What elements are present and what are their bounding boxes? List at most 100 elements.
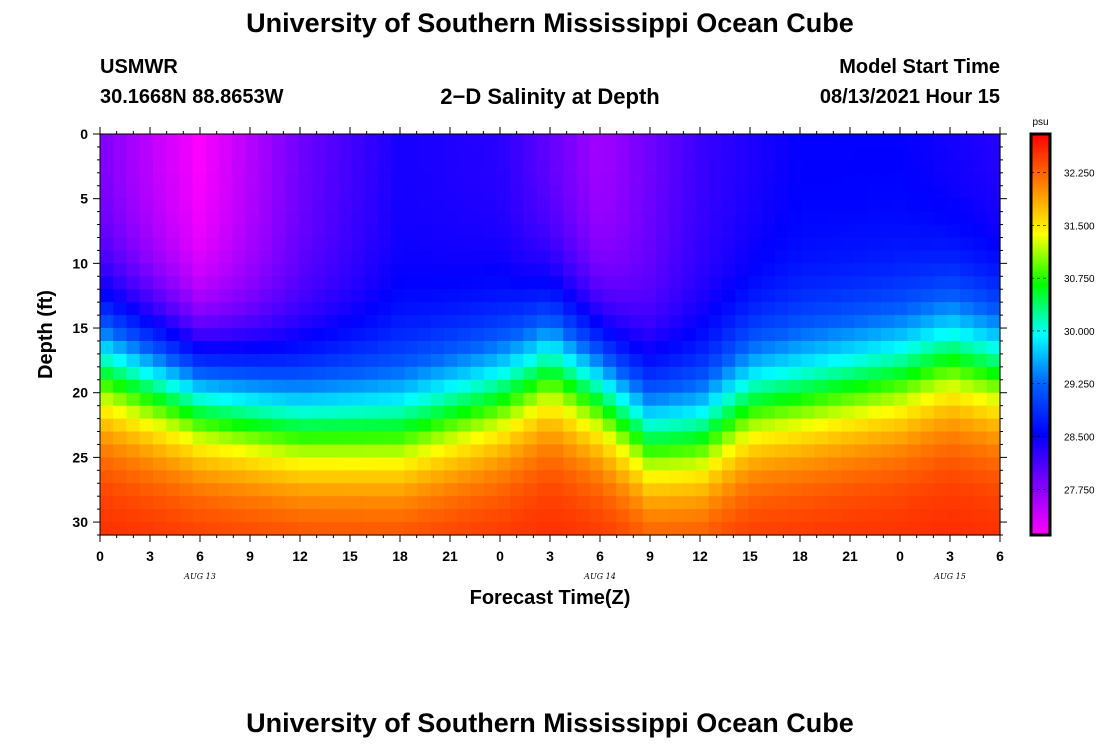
heatmap-cell <box>550 392 564 407</box>
heatmap-cell <box>205 250 220 264</box>
heatmap-cell <box>682 263 697 277</box>
heatmap-cell <box>457 496 472 510</box>
heatmap-cell <box>311 418 326 433</box>
heatmap-cell <box>748 134 763 148</box>
heatmap-cell <box>179 263 194 277</box>
heatmap-cell <box>669 379 683 394</box>
heatmap-cell <box>907 224 922 239</box>
heatmap-cell <box>457 431 472 446</box>
heatmap-cell <box>722 483 736 497</box>
heatmap-cell <box>444 418 458 433</box>
heatmap-cell <box>867 146 882 161</box>
heatmap-cell <box>219 470 233 484</box>
heatmap-cell <box>166 146 181 161</box>
heatmap-cell <box>536 457 551 471</box>
heatmap-cell <box>325 483 339 497</box>
heatmap-cell <box>775 496 789 510</box>
heatmap-cell <box>444 134 458 148</box>
heatmap-cell <box>576 134 591 148</box>
heatmap-cell <box>775 418 789 433</box>
heatmap-cell <box>523 496 538 510</box>
heatmap-cell <box>126 483 141 497</box>
heatmap-cell <box>192 379 207 394</box>
heatmap-cell <box>801 418 816 433</box>
heatmap-cell <box>550 237 564 252</box>
heatmap-cell <box>364 340 379 355</box>
heatmap-cell <box>166 211 181 226</box>
heatmap-cell <box>854 418 869 433</box>
heatmap-cell <box>735 263 750 277</box>
heatmap-cell <box>245 418 260 433</box>
heatmap-cell <box>801 509 816 523</box>
heatmap-cell <box>550 366 564 381</box>
heatmap-cell <box>748 315 763 329</box>
heatmap-cell <box>523 444 538 458</box>
heatmap-cell <box>298 457 313 471</box>
heatmap-cell <box>854 134 869 148</box>
x-tick-label: 15 <box>342 548 358 564</box>
heatmap-cell <box>748 302 763 316</box>
heatmap-cell <box>814 159 829 174</box>
heatmap-cell <box>192 431 207 446</box>
heatmap-cell <box>325 172 339 187</box>
heatmap-cell <box>497 172 511 187</box>
heatmap-cell <box>457 146 472 161</box>
heatmap-cell <box>841 211 856 226</box>
heatmap-cell <box>867 302 882 316</box>
heatmap-cell <box>523 379 538 394</box>
colorbar-tick-label: 30.750 <box>1064 274 1095 285</box>
heatmap-cell <box>536 366 551 381</box>
heatmap-cell <box>377 418 392 433</box>
heatmap-cell <box>364 392 379 407</box>
heatmap-cell <box>404 276 419 290</box>
heatmap-cell <box>377 328 392 342</box>
heatmap-cell <box>775 366 789 381</box>
heatmap-cell <box>801 172 816 187</box>
heatmap-cell <box>325 134 339 148</box>
heatmap-cell <box>655 159 670 174</box>
heatmap-cell <box>497 237 511 252</box>
heatmap-cell <box>364 134 379 148</box>
heatmap-cell <box>205 146 220 161</box>
heatmap-cell <box>669 134 683 148</box>
heatmap-cell <box>391 159 406 174</box>
heatmap-cell <box>126 509 141 523</box>
heatmap-cell <box>377 146 392 161</box>
heatmap-cell <box>404 418 419 433</box>
heatmap-cell <box>920 302 935 316</box>
heatmap-cell <box>642 172 657 187</box>
colorbar-tick-label: 27.750 <box>1064 485 1095 496</box>
heatmap-cell <box>483 172 498 187</box>
heatmap-cell <box>894 328 908 342</box>
heatmap-cell <box>669 444 683 458</box>
heatmap-cell <box>192 211 207 226</box>
heatmap-cell <box>245 353 260 368</box>
heatmap-cell <box>100 159 114 174</box>
heatmap-cell <box>258 198 273 213</box>
heatmap-cell <box>457 302 472 316</box>
heatmap-cell <box>483 315 498 329</box>
heatmap-cell <box>973 289 988 303</box>
heatmap-cell <box>192 483 207 497</box>
heatmap-cell <box>497 444 511 458</box>
heatmap-cell <box>947 198 961 213</box>
heatmap-cell <box>192 276 207 290</box>
heatmap-cell <box>523 483 538 497</box>
heatmap-cell <box>179 470 194 484</box>
heatmap-cell <box>536 328 551 342</box>
heatmap-cell <box>192 328 207 342</box>
heatmap-cell <box>933 470 948 484</box>
heatmap-cell <box>139 340 154 355</box>
heatmap-cell <box>735 392 750 407</box>
heatmap-cell <box>973 198 988 213</box>
heatmap-cell <box>761 496 776 510</box>
heatmap-cell <box>589 224 604 239</box>
heatmap-cell <box>563 509 578 523</box>
heatmap-cell <box>219 134 233 148</box>
heatmap-cell <box>192 340 207 355</box>
heatmap-cell <box>417 211 432 226</box>
heatmap-cell <box>629 366 644 381</box>
heatmap-cell <box>430 211 445 226</box>
heatmap-cell <box>483 211 498 226</box>
heatmap-cell <box>404 522 419 536</box>
